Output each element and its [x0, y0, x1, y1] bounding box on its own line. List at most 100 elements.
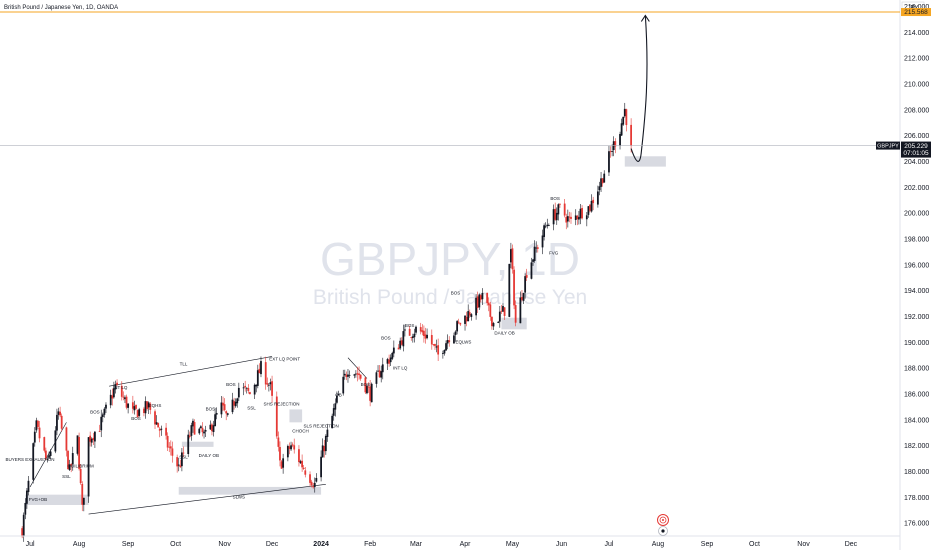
candle-body: [245, 387, 248, 389]
candle-body: [530, 262, 533, 279]
candle-body: [103, 408, 106, 415]
target-price-text: 215.568: [904, 9, 928, 16]
candle-body: [49, 451, 52, 456]
annotation-label: BOS: [405, 323, 415, 328]
candle-body: [60, 415, 63, 429]
candle-body: [81, 483, 84, 505]
candle-body: [492, 323, 495, 327]
candle-body: [59, 411, 62, 416]
candle-body: [149, 403, 152, 410]
candle-body: [199, 426, 202, 428]
candle-body: [54, 430, 57, 452]
candle-body: [43, 437, 46, 451]
y-tick-label: 190.000: [904, 340, 929, 347]
x-tick-label: Aug: [73, 541, 86, 548]
candle-body: [546, 224, 549, 227]
candle-body: [22, 514, 25, 537]
y-tick-label: 200.000: [904, 211, 929, 218]
candle-body: [122, 396, 125, 398]
candle-body: [154, 411, 156, 425]
candle-body: [301, 460, 304, 468]
candle-body: [114, 384, 117, 390]
candle-body: [98, 431, 101, 432]
tradingview-logo-icon[interactable]: [657, 514, 669, 526]
candle-body: [177, 464, 180, 466]
symbol-tag: GBPJPY: [876, 141, 900, 150]
candle-body: [500, 310, 503, 312]
candle-body: [56, 414, 58, 431]
candle-body: [165, 427, 167, 436]
candle-body: [190, 425, 193, 436]
candle-body: [260, 361, 262, 375]
candle-body: [592, 199, 595, 204]
annotation-label: SLS REJECTION: [303, 424, 338, 429]
candle-body: [426, 334, 428, 339]
candle-body: [535, 247, 538, 249]
candle-body: [302, 467, 305, 469]
price-axis[interactable]: 176.000 178.000 180.000 182.000 184.000 186.0…: [904, 4, 929, 528]
annotations-layer: FVG+OB BUYERS EXHAUSTION SSL QUILIBRIUM BOS I…: [6, 196, 560, 502]
projection-path: [630, 15, 648, 162]
candle-body: [336, 395, 338, 403]
zone-box: [289, 409, 303, 423]
candle-body: [125, 396, 128, 408]
candle-body: [375, 372, 378, 384]
candle-body: [437, 345, 440, 355]
candle-body: [476, 296, 479, 308]
candle-body: [256, 370, 259, 386]
candle-body: [576, 215, 579, 220]
candle-body: [233, 401, 235, 406]
candle-body: [320, 456, 322, 478]
y-tick-label: 202.000: [904, 185, 929, 192]
candle-body: [166, 435, 169, 448]
candle-body: [578, 217, 580, 220]
candle-body: [568, 216, 571, 218]
candle-body: [541, 235, 544, 248]
y-tick-label: 206.000: [904, 133, 929, 140]
annotation-label: BUYERS EXHAUSTION: [6, 457, 55, 462]
annotation-label: QUILIBRIUM: [68, 464, 95, 469]
candle-body: [212, 425, 215, 433]
annotation-label: BOS: [226, 382, 236, 387]
candle-body: [430, 335, 433, 345]
candle-body: [290, 445, 292, 450]
x-tick-label: Oct: [170, 541, 181, 548]
candle-body: [89, 435, 92, 442]
candle-body: [555, 212, 558, 221]
candle-body: [65, 427, 68, 451]
candle-body: [286, 445, 289, 458]
candle-body: [231, 399, 234, 413]
candle-body: [585, 215, 588, 220]
candle-body: [364, 377, 367, 393]
candle-body: [557, 204, 560, 215]
candle-body: [408, 328, 411, 336]
candle-body: [465, 316, 468, 322]
candle-body: [169, 446, 172, 449]
candle-body: [312, 486, 315, 488]
candle-body: [544, 226, 547, 228]
candle-body: [399, 340, 402, 349]
time-axis[interactable]: Jul Aug Sep Oct Nov Dec 2024 Feb Mar Apr May Jun Jul…: [26, 541, 858, 548]
candle-body: [359, 374, 362, 379]
candle-body: [620, 123, 623, 136]
candle-body: [397, 347, 400, 350]
candle-body: [44, 450, 47, 459]
candle-body: [434, 343, 436, 346]
annotation-label: INT LQ: [113, 385, 128, 390]
candle-body: [457, 321, 460, 323]
flag-icon[interactable]: [658, 526, 668, 536]
x-tick-label: Jul: [604, 541, 613, 548]
y-tick-label: 196.000: [904, 262, 929, 269]
candle-body: [244, 385, 247, 388]
candle-body: [143, 408, 145, 414]
candle-body: [513, 269, 515, 306]
annotation-label: DAILY OB: [199, 453, 219, 458]
annotation-label: BOS: [550, 196, 560, 201]
candle-body: [470, 314, 473, 317]
candle-body: [358, 373, 360, 376]
candle-body: [237, 387, 240, 398]
candle-body: [136, 410, 139, 418]
candle-body: [589, 204, 591, 211]
candle-body: [563, 203, 566, 216]
